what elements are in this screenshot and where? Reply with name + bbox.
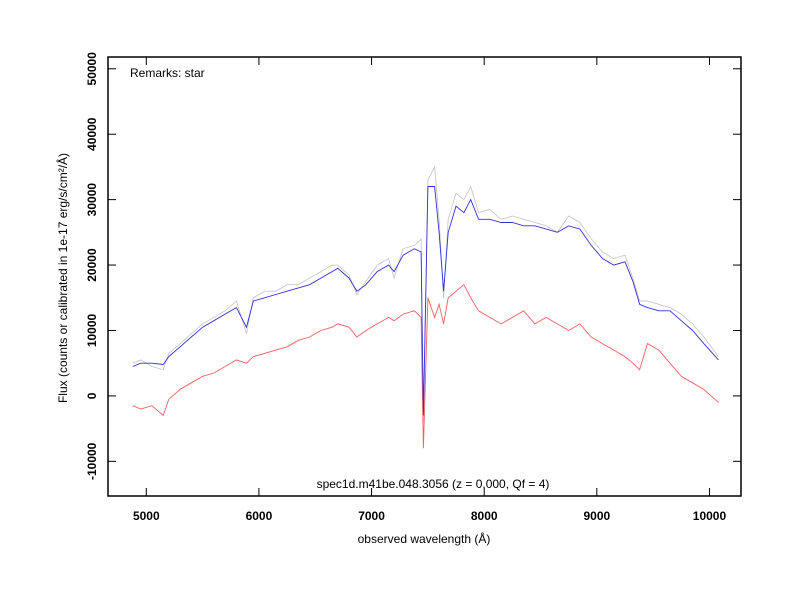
chart-title: spec1d.m41be.048.3056 (z = 0.000, Qf = 4… bbox=[317, 477, 550, 491]
y-tick-label: 30000 bbox=[85, 183, 99, 217]
y-tick-label: -10000 bbox=[85, 442, 99, 480]
y-tick-label: 50000 bbox=[85, 52, 99, 86]
spectrum-line bbox=[132, 283, 719, 449]
spectrum-line bbox=[132, 186, 719, 416]
y-tick-label: 40000 bbox=[85, 117, 99, 151]
y-tick-label: 0 bbox=[85, 392, 99, 399]
x-tick-label: 5000 bbox=[133, 509, 160, 523]
y-tick-label: 20000 bbox=[85, 248, 99, 282]
x-tick-label: 7000 bbox=[358, 509, 385, 523]
x-tick-label: 6000 bbox=[246, 509, 273, 523]
x-tick-label: 10000 bbox=[693, 509, 727, 523]
annotation: Remarks: star bbox=[130, 66, 205, 80]
x-tick-label: 9000 bbox=[583, 509, 610, 523]
y-axis-label: Flux (counts or calibrated in 1e-17 erg/… bbox=[55, 153, 70, 403]
plot-frame bbox=[107, 56, 742, 497]
x-axis-label: observed wavelength (Å) bbox=[358, 531, 491, 546]
y-tick-label: 10000 bbox=[85, 313, 99, 347]
x-tick-label: 8000 bbox=[471, 509, 498, 523]
